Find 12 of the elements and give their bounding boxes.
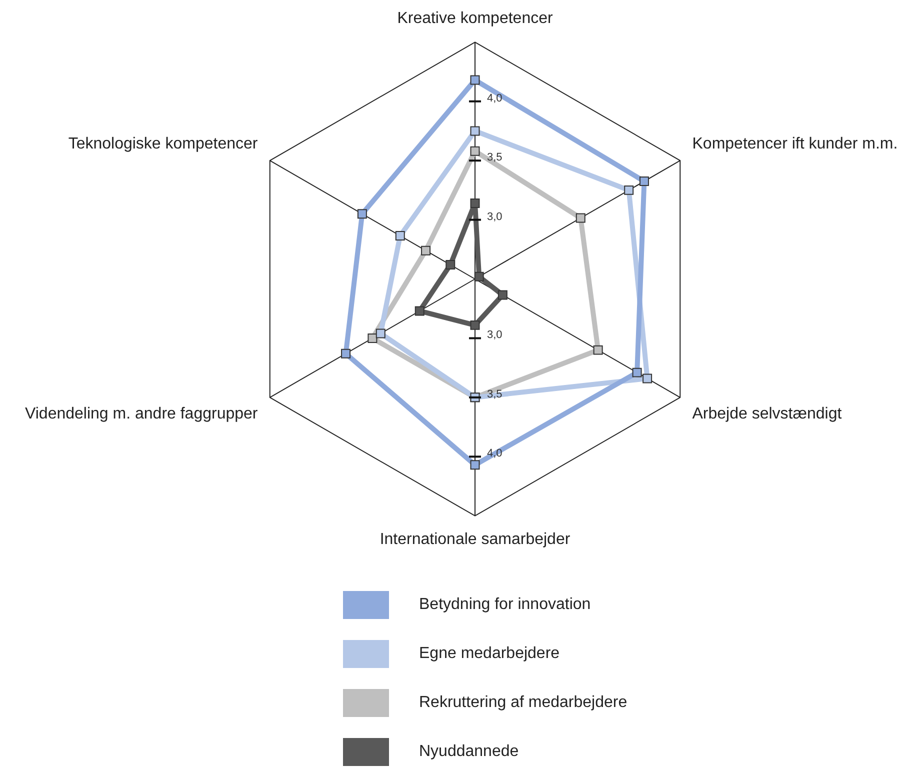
legend-label: Egne medarbejdere — [419, 644, 560, 662]
legend-label: Rekruttering af medarbejdere — [419, 694, 628, 712]
spoke-label: Kompetencer ift kunder m.m. — [692, 135, 898, 152]
legend-label: Betydning for innovation — [419, 596, 591, 614]
spoke-label: Internationale samarbejder — [380, 530, 571, 548]
y-tick-label: 3,5 — [487, 388, 502, 400]
spoke-label: Videndeling m. andre faggrupper — [24, 405, 258, 422]
legend-label: Nyuddannede — [419, 742, 519, 760]
spoke-label: Kreative kompetencer — [397, 10, 554, 27]
y-tick-label: 3,0 — [487, 329, 502, 342]
spoke-label: Arbejde selvstændigt — [692, 405, 842, 422]
spoke-label: Teknologiske kompetencer — [68, 135, 258, 152]
